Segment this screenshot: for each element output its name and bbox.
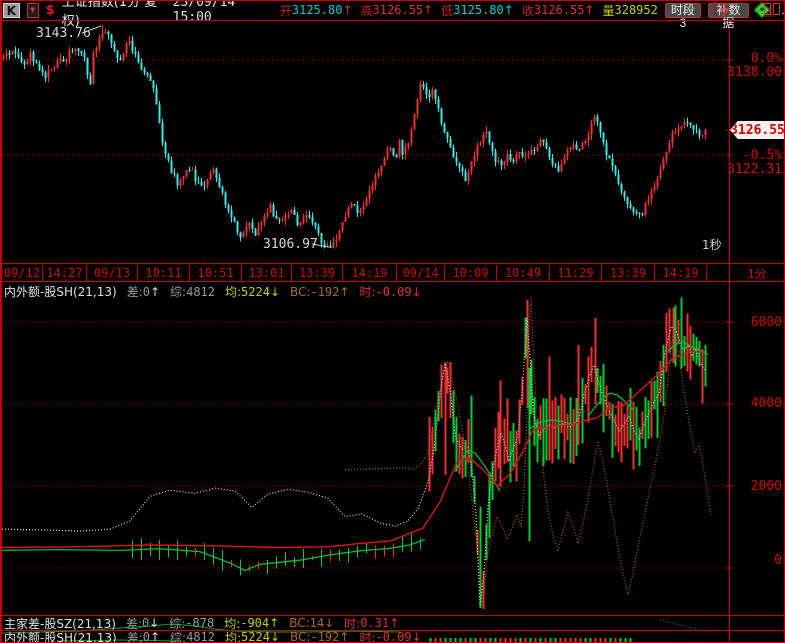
window-panes-icon[interactable] <box>764 3 780 15</box>
time-axis: 09/12 14:27 09/13 10:11 10:51 13:01 13:39 14:19… <box>0 263 785 282</box>
refresh-interval-label: 1秒 <box>702 238 722 252</box>
y-axis-label: 4000 <box>750 396 782 411</box>
datetime-label: 23/09/14 15:00 <box>172 0 236 25</box>
indicator-field-时: 时: 0.31 ↑ <box>344 616 400 630</box>
ohlc-field-收: 收 3126.55 ↑ <box>521 3 595 18</box>
time-axis-cell: 10:51 <box>190 265 242 281</box>
indicator-field-差: 差: 0 ↑ <box>126 630 161 643</box>
last-price-tag: 3126.55 <box>730 121 785 139</box>
indicator-row-sz: 主家差-股SZ(21,13) 差: 0 ↓ 综: -878 均: -904 ↑ BC: 14 ↓ 时: 0… <box>0 615 785 630</box>
time-axis-cell: 11:29 <box>550 265 602 281</box>
high-annotation: 3143.76 <box>36 26 91 41</box>
indicator-field-综: 综: 4812 <box>170 284 215 300</box>
ohlc-fields: 开 3125.80 ↑ 高 3126.55 ↑ 低 3125.80 ↑ 收 3126.55 ↑ 量 328… <box>280 2 658 19</box>
indicator-field-时: 时: -0.09 ↓ <box>359 630 422 643</box>
time-axis-cell: 14:19 <box>655 265 707 281</box>
indicator-row-sh: 内外额-股SH(21,13) 差: 0 ↑ 综: 4812 均: 5224 ↓ BC: -192 ↑ 时… <box>0 630 785 643</box>
y-axis-pct-low: -0.5% <box>742 148 782 163</box>
dollar-icon: $ <box>45 2 55 18</box>
time-axis-cell: 13:01 <box>242 265 292 281</box>
indicator-field-差: 差: 0 ↑ <box>126 284 161 300</box>
ohlc-field-低: 低 3125.80 ↑ <box>441 3 514 18</box>
period-button[interactable]: 时段3 <box>664 2 701 29</box>
indicator-field-均: 均: 5224 ↓ <box>225 284 281 300</box>
indicator-field-差: 差: 0 ↓ <box>125 616 160 630</box>
indicator-field-综: 综: 4812 <box>170 630 215 643</box>
time-axis-cell: 14:19 <box>343 265 397 281</box>
time-axis-cell: 09/14 <box>397 265 445 281</box>
indicator-field-时: 时: -0.09 ↓ <box>359 284 422 300</box>
indicator-field-BC: BC: -192 ↑ <box>290 630 350 643</box>
indicator-field-均: 均: -904 ↑ <box>224 616 280 630</box>
y-axis-pct-zero: 0.0% <box>750 51 782 66</box>
topbar-separator <box>715 1 716 19</box>
time-axis-cell: 10:49 <box>497 265 550 281</box>
y-axis-price-low: 3122.31 <box>727 162 782 177</box>
time-axis-cell: 14:27 <box>43 265 87 281</box>
ohlc-field-高: 高 3126.55 ↑ <box>360 3 434 18</box>
time-axis-cell: 13:39 <box>292 265 343 281</box>
indicator-header: 内外额-股SH(21,13) 差: 0 ↑ 综: 4812 均: 5224 ↓ BC: -192 ↑ 时… <box>4 283 422 300</box>
y-axis-label: 2000 <box>750 479 782 494</box>
time-axis-cell: 10:11 <box>138 265 190 281</box>
ohlc-field-量: 量 328952 <box>602 3 658 18</box>
time-axis-cell <box>707 265 730 281</box>
time-axis-cell: 09/12 <box>2 265 43 281</box>
stock-title: 上证指数(1分 复权) <box>61 0 158 29</box>
indicator-name: 内外额-股SH(21,13) <box>4 630 117 643</box>
y-axis-label: 0 <box>774 553 782 568</box>
indicator-field-BC: BC: -192 ↑ <box>290 284 350 299</box>
kline-button[interactable]: K <box>3 2 20 18</box>
top-bar: K ▼ $ 上证指数(1分 复权) 23/09/14 15:00 开 3125.8… <box>0 0 785 29</box>
y-axis-label: 6000 <box>750 315 782 330</box>
kline-dropdown-icon[interactable]: ▼ <box>26 2 39 18</box>
indicator-field-综: 综: -878 <box>169 616 215 630</box>
time-axis-cell: 10:09 <box>445 265 497 281</box>
dot-text: . <box>781 3 785 17</box>
time-axis-cell: 13:39 <box>602 265 655 281</box>
period-label: 1分 <box>730 265 785 281</box>
indicator-field-BC: BC: 14 ↓ <box>289 616 335 630</box>
ohlc-field-开: 开 3125.80 ↑ <box>279 3 353 18</box>
indicator-name: 内外额-股SH(21,13) <box>4 285 117 299</box>
time-axis-cell: 09/13 <box>87 265 138 281</box>
indicator-name: 主家差-股SZ(21,13) <box>4 616 116 631</box>
y-axis-price-zero: 3138.00 <box>727 65 782 80</box>
low-annotation: 3106.97 <box>263 237 318 252</box>
indicator-field-均: 均: 5224 ↓ <box>225 630 281 643</box>
down-arrow-icon[interactable] <box>719 3 731 20</box>
